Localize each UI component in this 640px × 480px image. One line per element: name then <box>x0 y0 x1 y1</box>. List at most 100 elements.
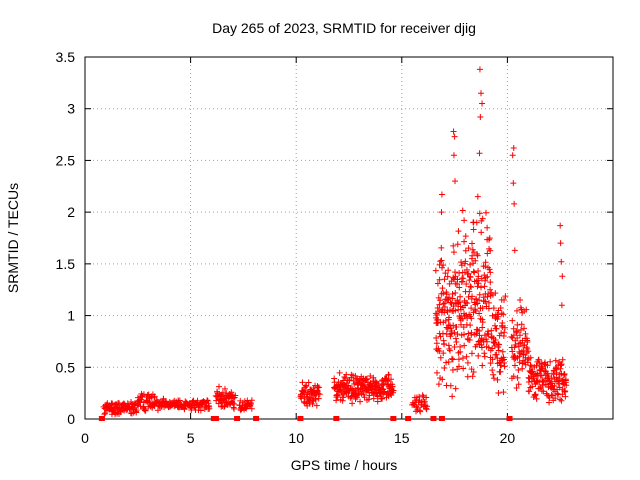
data-point <box>495 389 502 396</box>
data-point <box>475 280 482 287</box>
data-point <box>438 257 445 264</box>
data-point <box>303 383 310 390</box>
data-point <box>305 379 312 386</box>
data-point <box>374 392 381 399</box>
data-point <box>479 362 486 369</box>
data-point <box>541 359 548 366</box>
data-point <box>476 332 483 339</box>
data-point <box>479 305 486 312</box>
data-point <box>544 362 551 369</box>
data-point <box>336 369 343 376</box>
data-point <box>142 407 149 414</box>
data-point <box>247 400 254 407</box>
data-point <box>516 332 523 339</box>
data-point <box>384 377 391 384</box>
data-point <box>482 277 489 284</box>
data-point <box>189 398 196 405</box>
data-point <box>476 150 483 157</box>
data-point <box>521 325 528 332</box>
data-point <box>519 360 526 367</box>
data-point <box>487 360 494 367</box>
data-point <box>548 392 555 399</box>
data-point <box>435 308 442 315</box>
data-point <box>298 395 305 402</box>
data-point <box>561 372 568 379</box>
data-point <box>475 273 482 280</box>
data-point <box>498 330 505 337</box>
x-tick-label: 5 <box>187 430 195 446</box>
data-point <box>449 393 456 400</box>
data-point <box>248 397 255 404</box>
data-point <box>475 267 482 274</box>
data-point <box>197 407 204 414</box>
data-point <box>433 369 440 376</box>
data-point <box>547 358 554 365</box>
data-point <box>450 152 457 159</box>
data-point <box>509 317 516 324</box>
data-point <box>548 374 555 381</box>
data-point <box>493 351 500 358</box>
data-point <box>510 373 517 380</box>
zero-point <box>297 416 304 421</box>
data-point <box>450 303 457 310</box>
data-point <box>524 337 531 344</box>
data-point <box>423 394 430 401</box>
y-tick-label: 1.5 <box>56 256 76 272</box>
data-point <box>439 376 446 383</box>
data-point <box>474 193 481 200</box>
data-point <box>470 226 477 233</box>
data-point <box>440 262 447 269</box>
x-tick-label: 10 <box>288 430 304 446</box>
data-point <box>449 295 456 302</box>
data-point <box>452 290 459 297</box>
data-point <box>248 405 255 412</box>
data-point <box>456 299 463 306</box>
data-point <box>472 257 479 264</box>
data-point <box>449 367 456 374</box>
zero-point <box>430 416 437 421</box>
data-point <box>340 394 347 401</box>
data-point <box>476 210 483 217</box>
data-point <box>175 398 182 405</box>
data-point <box>495 347 502 354</box>
data-point <box>540 388 547 395</box>
data-point <box>499 348 506 355</box>
axis-ticks: 0 5 10 15 20 0 0.5 1 1.5 2 2.5 3 3.5 <box>56 49 613 446</box>
data-point <box>513 384 520 391</box>
data-point <box>501 360 508 367</box>
data-point <box>522 330 529 337</box>
data-point <box>151 403 158 410</box>
data-point <box>456 270 463 277</box>
y-tick-label: 1 <box>67 308 75 324</box>
data-point <box>441 364 448 371</box>
data-point <box>454 241 461 248</box>
data-point <box>490 375 497 382</box>
data-point <box>518 321 525 328</box>
data-point <box>434 280 441 287</box>
data-point <box>494 376 501 383</box>
data-point <box>452 307 459 314</box>
data-point <box>469 240 476 247</box>
data-point <box>531 391 538 398</box>
data-point <box>509 152 516 159</box>
data-point <box>468 315 475 322</box>
data-point <box>471 306 478 313</box>
data-point <box>339 397 346 404</box>
data-point <box>465 330 472 337</box>
data-point <box>511 200 518 207</box>
data-point <box>456 284 463 291</box>
data-point <box>438 191 445 198</box>
data-point <box>464 300 471 307</box>
data-point <box>487 286 494 293</box>
y-tick-label: 3 <box>67 101 75 117</box>
data-point <box>539 382 546 389</box>
data-point <box>488 327 495 334</box>
data-point <box>527 362 534 369</box>
data-point <box>461 331 468 338</box>
data-point <box>558 361 565 368</box>
data-point <box>441 309 448 316</box>
data-point <box>467 274 474 281</box>
data-point <box>517 297 524 304</box>
data-point <box>533 395 540 402</box>
data-point <box>484 224 491 231</box>
